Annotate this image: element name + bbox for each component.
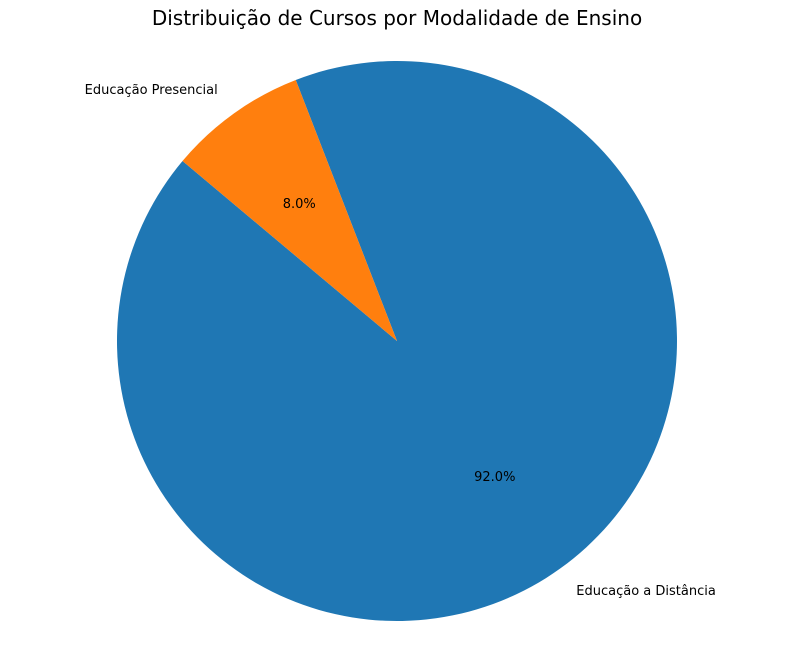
category-label-educacao-presencial: Educação Presencial bbox=[85, 83, 218, 98]
pie-labels: 92.0% Educação a Distância 8.0% Educação Pr… bbox=[85, 83, 716, 599]
pie-slice-educacao-a-distancia bbox=[116, 60, 677, 621]
chart-title: Distribuição de Cursos por Modalidade de… bbox=[152, 6, 642, 30]
pie-slices bbox=[116, 60, 677, 621]
pct-label-educacao-a-distancia: 92.0% bbox=[474, 470, 515, 485]
pct-label-educacao-presencial: 8.0% bbox=[283, 197, 316, 212]
pie-slice-educacao-presencial bbox=[182, 79, 397, 341]
category-label-educacao-a-distancia: Educação a Distância bbox=[576, 584, 716, 599]
